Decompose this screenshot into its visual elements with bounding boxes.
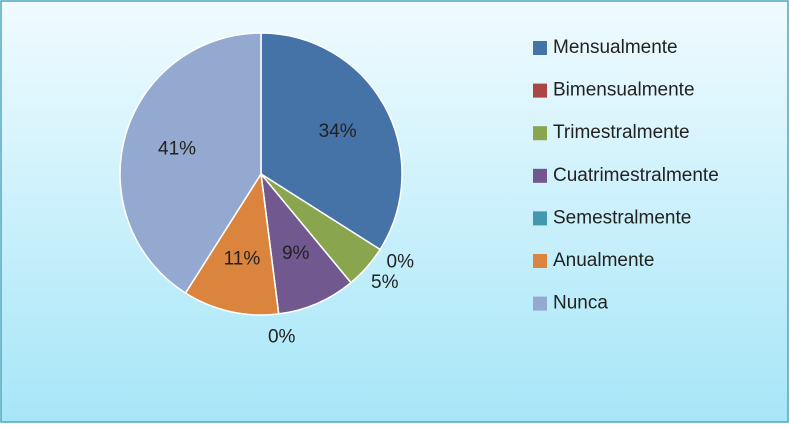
legend-label: Mensualmente (553, 37, 678, 58)
legend-swatch (533, 211, 547, 226)
legend-swatch (533, 83, 547, 98)
legend-label: Anualmente (553, 250, 654, 271)
data-label: 5% (371, 272, 399, 293)
data-label: 0% (387, 251, 415, 272)
legend-swatch (533, 296, 547, 311)
legend-label: Nunca (553, 293, 608, 314)
data-label: 0% (268, 327, 296, 348)
data-label: 41% (158, 139, 196, 160)
legend-label: Trimestralmente (553, 122, 690, 143)
pie-slice (260, 32, 403, 251)
legend-swatch (533, 168, 547, 183)
legend-swatch (533, 126, 547, 141)
legend-label: Bimensualmente (553, 80, 695, 101)
legend-swatch (533, 41, 547, 55)
data-label: 34% (319, 121, 357, 142)
pie-slice (259, 171, 352, 315)
data-label: 11% (224, 248, 261, 269)
pie-slice (184, 171, 280, 316)
legend-label: Semestralmente (553, 207, 691, 228)
legend-swatch (533, 254, 547, 268)
legend-label: Cuatrimestralmente (553, 165, 719, 186)
pie-slice (119, 32, 262, 295)
data-label: 9% (282, 243, 310, 264)
